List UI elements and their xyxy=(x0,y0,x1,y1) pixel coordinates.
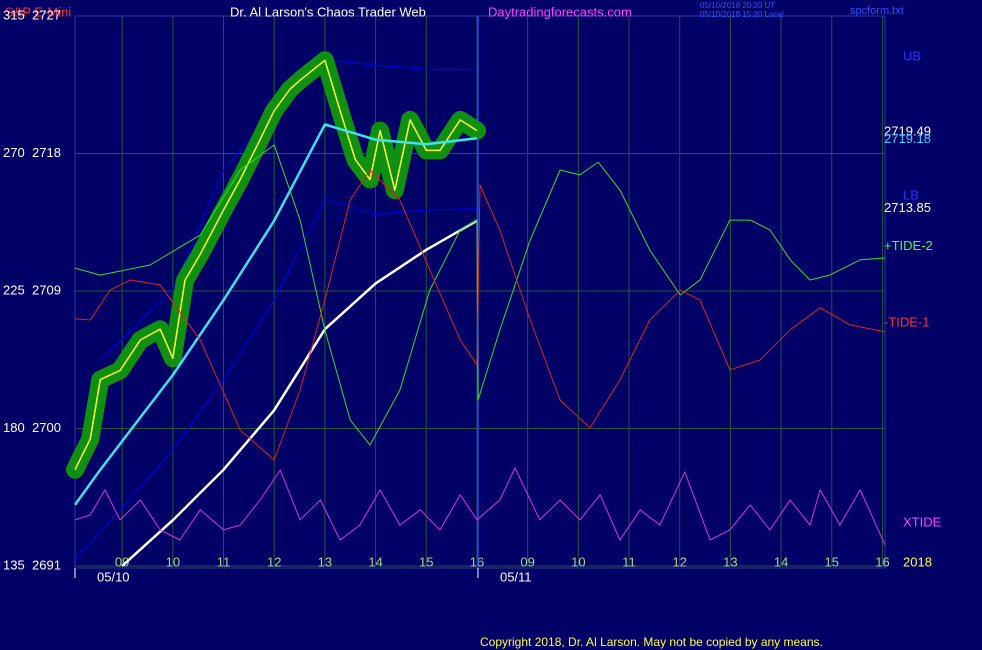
right-label: -TIDE-1 xyxy=(884,315,930,330)
y-tick-label: 2700 xyxy=(32,420,61,435)
series-line xyxy=(74,169,886,461)
x-tick-label: 11 xyxy=(622,554,636,569)
y2-tick-label: 270 xyxy=(3,145,25,160)
series-line xyxy=(73,123,478,506)
y-tick-label: 2709 xyxy=(32,282,61,297)
series-line xyxy=(121,219,478,567)
x-tick-label: 16 xyxy=(875,554,889,569)
series-line xyxy=(74,198,478,561)
right-label: 2018 xyxy=(903,554,932,569)
y2-tick-label: 225 xyxy=(3,282,25,297)
plot-frame xyxy=(74,15,886,569)
right-label: UB xyxy=(903,49,921,64)
right-label: 2719.49 xyxy=(884,124,931,139)
y2-tick-label: 315 xyxy=(3,7,25,22)
site: Daytradingforecasts.com xyxy=(488,4,632,19)
x-tick-label: 09 xyxy=(520,554,534,569)
x-tick-label: 13 xyxy=(318,554,332,569)
copyright: Copyright 2018, Dr. Al Larson. May not b… xyxy=(480,635,823,649)
x-tick-label: 12 xyxy=(672,554,686,569)
y-tick-label: 2691 xyxy=(32,557,61,572)
y2-tick-label: 135 xyxy=(3,557,25,572)
x-tick-label: 13 xyxy=(723,554,737,569)
x-tick-label: 14 xyxy=(774,554,788,569)
x-tick-label: 15 xyxy=(419,554,433,569)
right-label: XTIDE xyxy=(903,515,942,530)
y2-tick-label: 180 xyxy=(3,420,25,435)
x-tick-label: 10 xyxy=(571,554,585,569)
series-line xyxy=(74,59,478,471)
date-label: 05/11 xyxy=(500,569,532,584)
right-label: +TIDE-2 xyxy=(884,238,933,253)
series-line xyxy=(74,467,886,546)
file-name: spcform.txt xyxy=(850,5,904,17)
y-tick-label: 2727 xyxy=(32,7,61,22)
timestamp: 05/10/2018 20:20 UT xyxy=(700,1,775,10)
series-line xyxy=(74,144,886,446)
x-tick-label: 14 xyxy=(368,554,382,569)
y-tick-label: 2718 xyxy=(32,145,61,160)
timestamp: 05/10/2018 15:20 Local xyxy=(700,10,784,19)
right-label: 2719.18 xyxy=(884,131,931,146)
chart-title: Dr. Al Larson's Chaos Trader Web xyxy=(230,4,426,19)
right-label: LB xyxy=(903,188,919,203)
symbol: S&P E-Mini xyxy=(5,4,71,19)
x-tick-label: 16 xyxy=(470,554,484,569)
x-tick-label: 15 xyxy=(825,554,839,569)
x-tick-label: 10 xyxy=(166,554,180,569)
x-tick-label: 11 xyxy=(217,554,231,569)
x-tick-label: 09 xyxy=(115,554,129,569)
right-label: 2713.85 xyxy=(884,200,931,215)
date-label: 05/10 xyxy=(97,569,130,584)
x-tick-label: 12 xyxy=(267,554,281,569)
